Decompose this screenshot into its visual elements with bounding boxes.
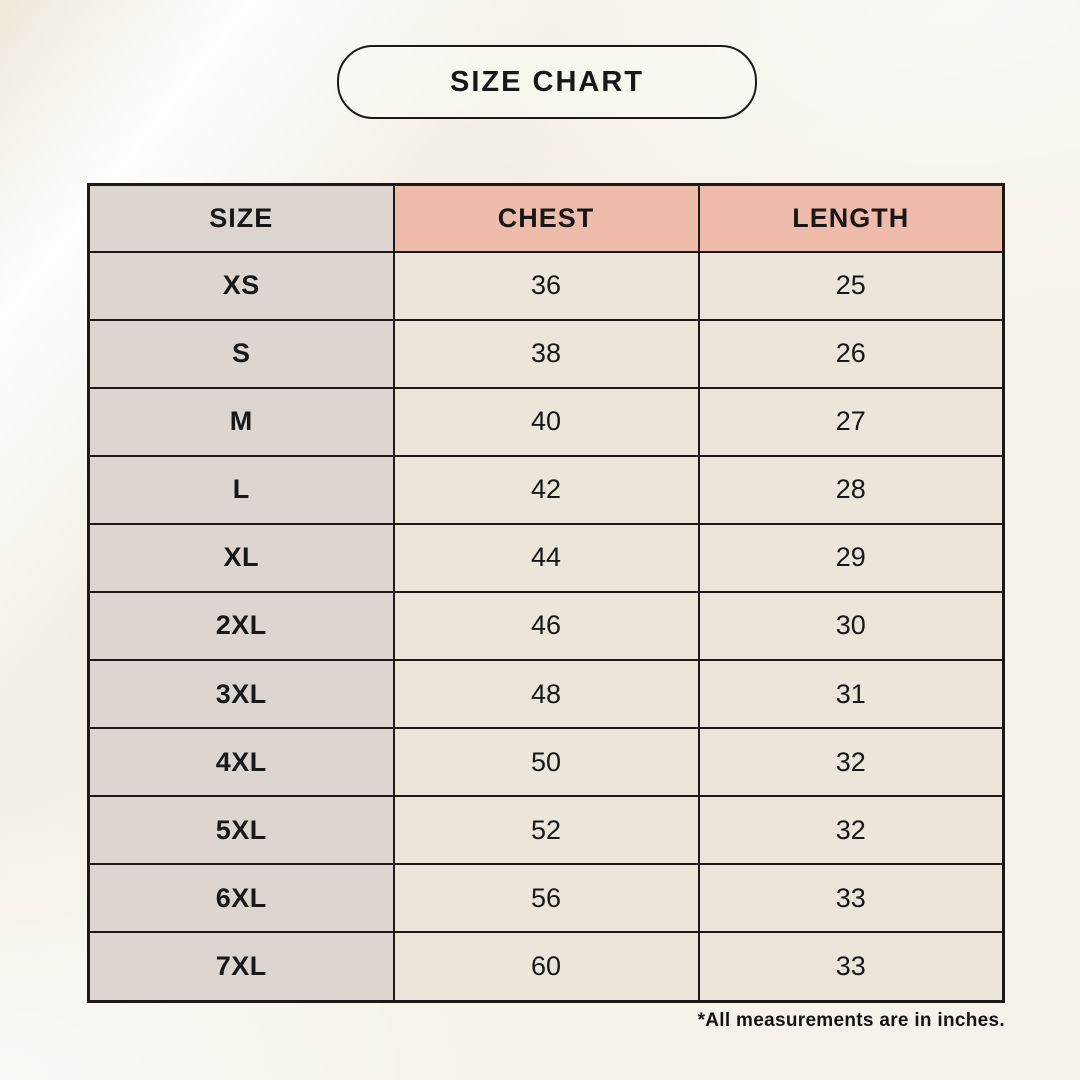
table-row: 3XL 48 31: [87, 658, 1005, 730]
table-row: 5XL 52 32: [87, 795, 1005, 866]
size-cell: 3XL: [87, 658, 395, 730]
page-title: SIZE CHART: [450, 65, 644, 98]
footnote: *All measurements are in inches.: [697, 1010, 1005, 1031]
length-cell: 33: [697, 863, 1005, 934]
chest-cell: 44: [392, 522, 700, 593]
table-row: 2XL 46 30: [87, 590, 1005, 661]
title-pill: SIZE CHART: [337, 45, 757, 119]
chest-cell: 56: [392, 863, 700, 934]
column-header-chest: CHEST: [392, 183, 700, 253]
header-row: SIZE CHEST LENGTH: [87, 183, 1005, 253]
length-cell: 32: [697, 727, 1005, 798]
table-row: 7XL 60 33: [87, 931, 1005, 1003]
length-cell: 25: [697, 250, 1005, 321]
chest-cell: 60: [392, 931, 700, 1003]
chest-cell: 48: [392, 658, 700, 730]
column-header-length: LENGTH: [697, 183, 1005, 253]
table-row: 6XL 56 33: [87, 863, 1005, 934]
table-row: XL 44 29: [87, 522, 1005, 593]
size-cell: 2XL: [87, 590, 395, 661]
chest-cell: 40: [392, 386, 700, 457]
length-cell: 26: [697, 318, 1005, 389]
table-row: XS 36 25: [87, 250, 1005, 321]
chest-cell: 38: [392, 318, 700, 389]
length-cell: 27: [697, 386, 1005, 457]
size-cell: 7XL: [87, 931, 395, 1003]
length-cell: 28: [697, 454, 1005, 525]
length-cell: 30: [697, 590, 1005, 661]
table-row: S 38 26: [87, 318, 1005, 389]
column-header-size: SIZE: [87, 183, 395, 253]
length-cell: 33: [697, 931, 1005, 1003]
chest-cell: 52: [392, 795, 700, 866]
size-cell: S: [87, 318, 395, 389]
length-cell: 29: [697, 522, 1005, 593]
size-cell: 5XL: [87, 795, 395, 866]
table-row: M 40 27: [87, 386, 1005, 457]
chest-cell: 36: [392, 250, 700, 321]
size-cell: XL: [87, 522, 395, 593]
length-cell: 31: [697, 658, 1005, 730]
size-table: SIZE CHEST LENGTH XS 36 25 S 38 26 M 40 …: [87, 183, 1005, 1003]
size-cell: L: [87, 454, 395, 525]
chest-cell: 46: [392, 590, 700, 661]
size-cell: XS: [87, 250, 395, 321]
chest-cell: 42: [392, 454, 700, 525]
size-cell: M: [87, 386, 395, 457]
length-cell: 32: [697, 795, 1005, 866]
table-row: 4XL 50 32: [87, 727, 1005, 798]
chest-cell: 50: [392, 727, 700, 798]
size-cell: 4XL: [87, 727, 395, 798]
table-row: L 42 28: [87, 454, 1005, 525]
size-cell: 6XL: [87, 863, 395, 934]
